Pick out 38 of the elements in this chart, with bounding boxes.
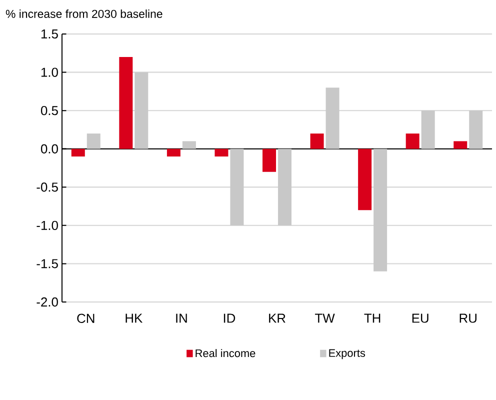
y-tick-label: -2.0: [36, 297, 58, 307]
bar: [230, 148, 244, 226]
y-tick-label: -1.0: [36, 220, 58, 230]
bar: [421, 110, 435, 149]
x-tick-label: EU: [412, 314, 428, 323]
bar: [310, 134, 324, 149]
bar: [454, 141, 468, 149]
x-tick-label: CN: [77, 314, 94, 323]
bar: [86, 134, 100, 149]
legend-label: Exports: [329, 349, 366, 360]
bar: [358, 148, 372, 210]
x-tick-label: TH: [364, 314, 380, 323]
bar: [262, 148, 276, 172]
bar: [406, 134, 420, 149]
x-tick-label: ID: [224, 314, 236, 323]
x-tick-label: KR: [269, 314, 286, 323]
bar: [278, 148, 292, 226]
bar: [374, 148, 388, 272]
y-tick-label: 0.0: [40, 144, 58, 154]
x-tick-label: TW: [315, 314, 335, 323]
bar: [214, 148, 228, 157]
y-tick-label: 1.0: [41, 68, 58, 77]
bar: [182, 141, 196, 149]
chart-title: % increase from 2030 baseline: [6, 10, 162, 18]
legend-label: Real income: [196, 349, 256, 358]
bar: [166, 148, 180, 157]
x-tick-label: HK: [126, 314, 143, 323]
y-tick-label: -1.5: [36, 259, 58, 268]
bar: [119, 56, 133, 149]
bar: [71, 148, 85, 157]
x-tick-label: RU: [460, 314, 476, 323]
bar: [326, 88, 340, 149]
bar: [134, 72, 148, 149]
bar: [469, 110, 483, 149]
y-tick-label: -0.5: [36, 182, 58, 192]
y-tick-label: 0.5: [40, 106, 58, 116]
y-tick-label: 1.5: [41, 29, 58, 39]
x-tick-label: IN: [176, 314, 187, 323]
